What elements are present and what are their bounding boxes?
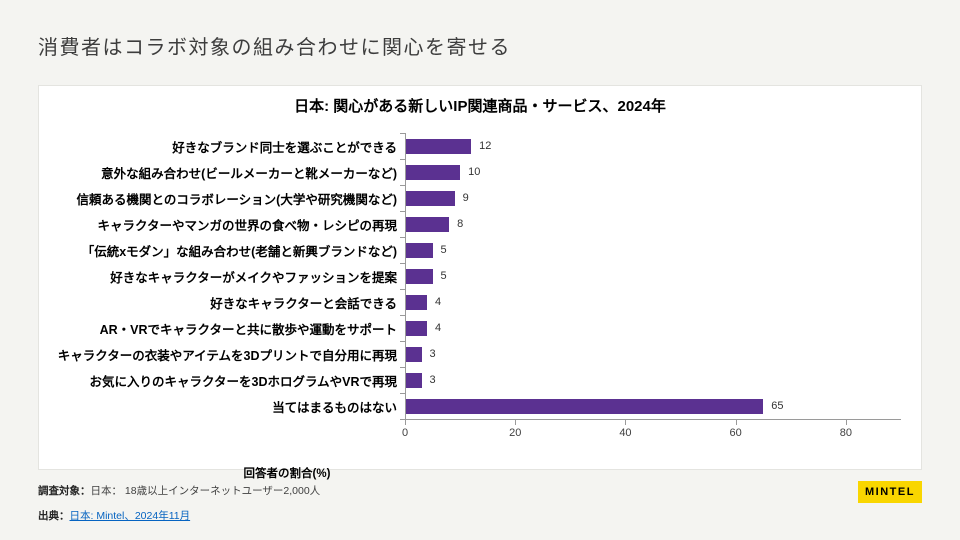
bar: [405, 138, 472, 154]
value-label: 8: [457, 218, 464, 230]
value-label: 3: [429, 374, 436, 386]
x-axis-tick: [735, 420, 737, 425]
bar-track: 3: [405, 367, 921, 393]
survey-note-label: 調査対象：: [38, 485, 91, 497]
category-label: 意外な組み合わせ(ビールメーカーと靴メーカーなど): [101, 166, 397, 181]
bar: [405, 242, 433, 258]
chart-row: 「伝統xモダン」な組み合わせ(老舗と新興ブランドなど) 5: [39, 237, 921, 263]
chart-row: 信頼ある機関とのコラボレーション(大学や研究機関など) 9: [39, 185, 921, 211]
y-axis-tick: [400, 341, 405, 342]
value-label: 3: [429, 348, 436, 360]
bar-track: 9: [405, 185, 921, 211]
x-axis-tick: [405, 420, 406, 425]
bar: [405, 398, 764, 414]
survey-note: 調査対象：日本： 18歳以上インターネットユーザー2,000人: [38, 483, 320, 498]
value-label: 5: [440, 244, 447, 256]
category-label: 「伝統xモダン」な組み合わせ(老舗と新興ブランドなど): [81, 244, 397, 259]
chart-card: 日本: 関心がある新しいIP関連商品・サービス、2024年 好きなブランド同士を…: [38, 85, 922, 480]
x-axis-tick: [845, 420, 847, 425]
bar-track: 3: [405, 341, 921, 367]
y-axis-tick: [400, 185, 405, 186]
y-axis-tick: [400, 393, 405, 394]
chart-row: 好きなキャラクターがメイクやファッションを提案 5: [39, 263, 921, 289]
bar: [405, 190, 455, 206]
value-label: 4: [435, 322, 442, 334]
x-axis-tick: [625, 420, 627, 425]
x-axis-tick-label: 20: [509, 427, 522, 439]
x-axis-tick-label: 0: [401, 427, 409, 439]
category-label: キャラクターやマンガの世界の食べ物・レシピの再現: [97, 218, 397, 233]
chart-row: 意外な組み合わせ(ビールメーカーと靴メーカーなど) 10: [39, 159, 921, 185]
value-label: 65: [771, 400, 784, 412]
value-label: 9: [462, 192, 469, 204]
category-label: 好きなキャラクターと会話できる: [210, 296, 397, 311]
y-axis-line: [405, 133, 406, 419]
y-axis-tick: [400, 419, 405, 420]
y-axis-tick: [400, 159, 405, 160]
category-label: 当てはまるものはない: [272, 400, 397, 415]
survey-note-text: 日本： 18歳以上インターネットユーザー2,000人: [90, 485, 321, 497]
chart-row: 好きなブランド同士を選ぶことができる 12: [39, 133, 921, 159]
bar: [405, 164, 461, 180]
bar-track: 10: [405, 159, 921, 185]
bar-track: 5: [405, 237, 921, 263]
bar: [405, 346, 422, 362]
bar-track: 4: [405, 315, 921, 341]
mintel-logo: MINTEL: [858, 481, 922, 503]
page-title: 消費者はコラボ対象の組み合わせに関心を寄せる: [38, 37, 511, 59]
y-axis-tick: [400, 315, 405, 316]
value-label: 5: [440, 270, 447, 282]
bar-track: 65: [405, 393, 921, 419]
value-label: 4: [435, 296, 442, 308]
x-axis-tick-label: 40: [619, 427, 632, 439]
source-link[interactable]: 日本: Mintel、2024年11月: [69, 510, 191, 522]
chart-rows: 好きなブランド同士を選ぶことができる 12 意外な組み合わせ(ビールメーカーと靴メー…: [39, 133, 921, 420]
bar: [405, 372, 422, 388]
value-label: 12: [479, 140, 492, 152]
y-axis-tick: [400, 263, 405, 264]
y-axis-tick: [400, 133, 405, 134]
category-label: 信頼ある機関とのコラボレーション(大学や研究機関など): [76, 192, 397, 207]
chart-row: お気に入りのキャラクターを3DホログラムやVRで再現 3: [39, 367, 921, 393]
bar: [405, 320, 428, 336]
y-axis-tick: [400, 367, 405, 368]
source-note: 出典：日本: Mintel、2024年11月: [38, 508, 190, 523]
category-label: キャラクターの衣装やアイテムを3Dプリントで自分用に再現: [57, 348, 397, 363]
y-axis-tick: [400, 289, 405, 290]
bar-track: 5: [405, 263, 921, 289]
category-label: AR・VRでキャラクターと共に散歩や運動をサポート: [99, 322, 397, 337]
x-axis-tick: [515, 420, 517, 425]
bar: [405, 294, 428, 310]
x-axis-label: 回答者の割合(%): [243, 468, 331, 480]
chart-title: 日本: 関心がある新しいIP関連商品・サービス、2024年: [294, 98, 666, 115]
category-label: 好きなブランド同士を選ぶことができる: [172, 140, 397, 155]
chart-row: AR・VRでキャラクターと共に散歩や運動をサポート 4: [39, 315, 921, 341]
source-note-label: 出典：: [38, 510, 70, 522]
category-label: お気に入りのキャラクターを3DホログラムやVRで再現: [89, 374, 397, 389]
value-label: 10: [468, 166, 481, 178]
y-axis-tick: [400, 237, 405, 238]
bar: [405, 268, 433, 284]
bar: [405, 216, 450, 232]
bar-track: 8: [405, 211, 921, 237]
bar-chart: 好きなブランド同士を選ぶことができる 12 意外な組み合わせ(ビールメーカーと靴メー…: [39, 133, 921, 481]
bar-track: 4: [405, 289, 921, 315]
chart-row: 当てはまるものはない 65: [39, 393, 921, 419]
x-axis-tick-label: 80: [839, 427, 852, 439]
chart-row: キャラクターやマンガの世界の食べ物・レシピの再現 8: [39, 211, 921, 237]
y-axis-tick: [400, 211, 405, 212]
category-label: 好きなキャラクターがメイクやファッションを提案: [110, 270, 397, 285]
x-axis: 0 20 40 60 80: [401, 419, 901, 441]
x-axis-tick-label: 60: [729, 427, 742, 439]
bar-track: 12: [405, 133, 921, 159]
chart-row: キャラクターの衣装やアイテムを3Dプリントで自分用に再現 3: [39, 341, 921, 367]
chart-row: 好きなキャラクターと会話できる 4: [39, 289, 921, 315]
